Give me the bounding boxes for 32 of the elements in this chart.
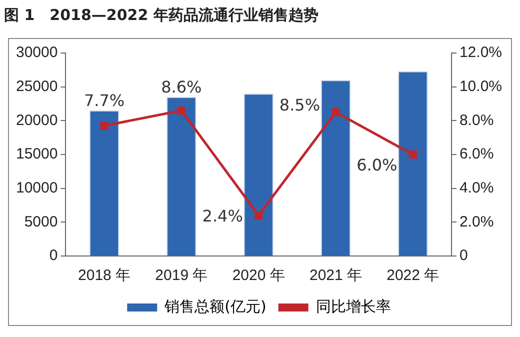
y2-tick-label: 12.0% [459,44,502,62]
y2-tick-label: 8.0% [459,112,494,129]
x-tick-label: 2020 年 [232,267,285,284]
point [177,106,186,115]
data-label: 8.6% [161,78,202,97]
y2-tick-label: 6.0% [459,146,494,163]
data-label: 8.5% [279,95,320,114]
data-label: 7.7% [84,90,125,110]
y2-tick-label: 0 [459,247,468,264]
x-tick-label: 2021 年 [309,267,362,284]
x-tick-label: 2022 年 [386,267,440,284]
y-tick-label: 5000 [24,213,58,230]
point [100,122,108,130]
y2-tick-label: 2.0% [459,213,494,230]
legend-label: 同比增长率 [316,297,391,316]
point [254,211,263,220]
y2-tick-label: 4.0% [459,179,494,196]
y-tick-label: 10000 [16,179,58,196]
y-tick-label: 0 [49,247,58,264]
point [332,108,340,116]
y-tick-label: 30000 [16,44,58,62]
x-tick-label: 2019 年 [155,267,208,284]
y-tick-label: 20000 [16,112,58,129]
y2-tick-label: 10.0% [459,78,502,95]
point [408,150,417,159]
y-tick-label: 15000 [16,146,58,163]
legend-label: 销售总额(亿元) [164,297,266,316]
y-tick-label: 25000 [16,78,58,95]
data-label: 2.4% [202,206,243,226]
data-label: 6.0% [356,156,398,175]
x-tick-label: 2018 年 [78,267,131,284]
chart-title: 图 1 2018—2022 年药品流通行业销售趋势 [4,6,318,25]
